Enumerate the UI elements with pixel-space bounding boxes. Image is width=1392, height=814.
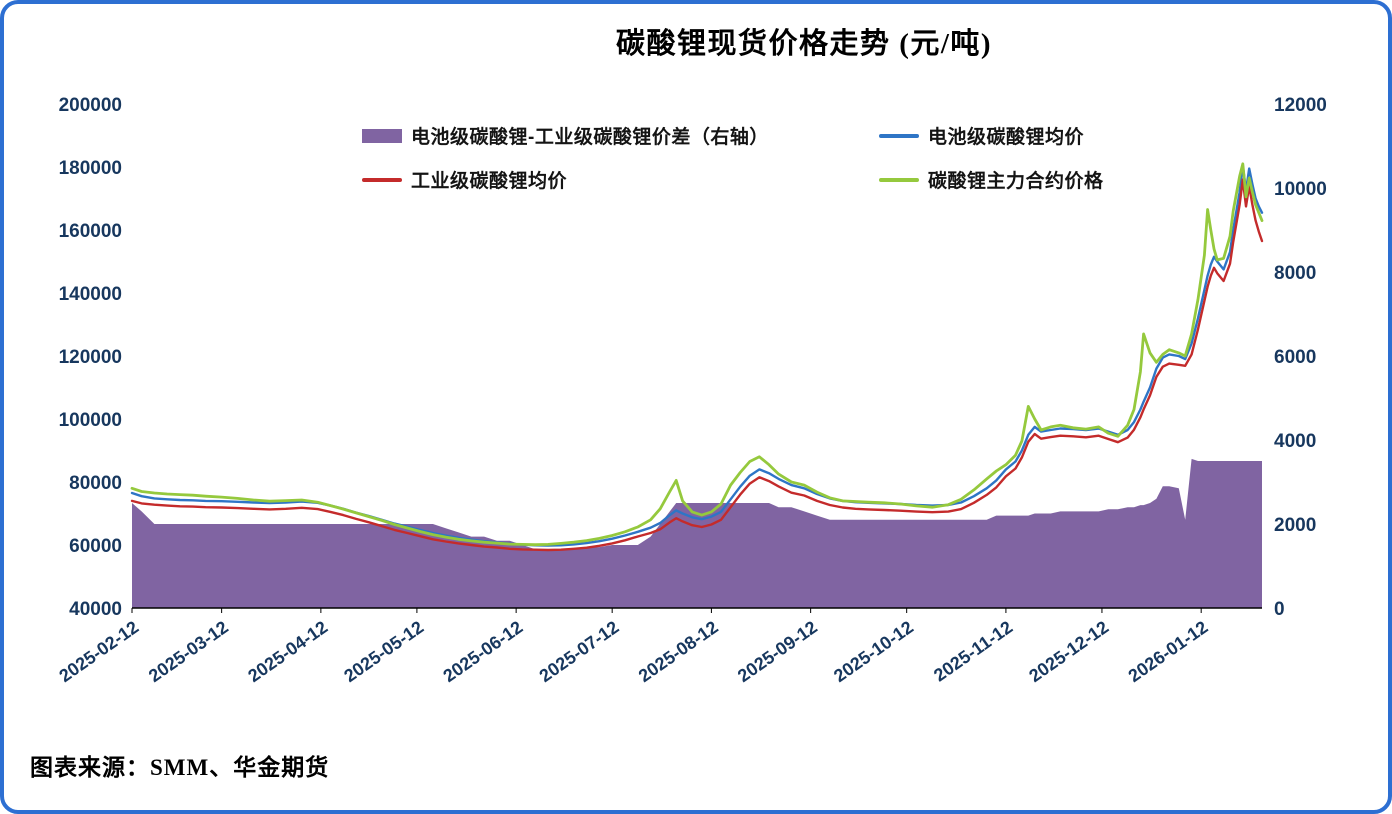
- x-axis-tick-label: 2025-02-12: [55, 617, 142, 686]
- x-axis-tick-label: 2026-01-12: [1125, 617, 1212, 686]
- series-line: [130, 178, 1264, 552]
- legend-item: 工业级碳酸锂均价: [362, 166, 879, 193]
- legend: 电池级碳酸锂-工业级碳酸锂价差（右轴） 电池级碳酸锂均价工业级碳酸锂均价 碳酸锂主力…: [362, 122, 1104, 193]
- legend-swatch-line: [362, 177, 402, 182]
- x-axis-tick-label: 2025-07-12: [536, 617, 623, 686]
- right-axis-tick-label: 12000: [1274, 95, 1327, 116]
- x-axis-tick-label: 2025-04-12: [244, 617, 331, 686]
- left-axis-tick-label: 200000: [59, 95, 122, 116]
- x-axis-tick-label: 2025-06-12: [439, 617, 526, 686]
- left-axis-tick-label: 100000: [59, 410, 122, 431]
- left-axis-tick-label: 120000: [59, 347, 122, 368]
- legend-swatch-line: [879, 133, 919, 138]
- left-axis-tick-label: 40000: [69, 599, 122, 620]
- right-axis-tick-label: 10000: [1274, 179, 1327, 200]
- x-axis-tick-label: 2025-08-12: [635, 617, 722, 686]
- source-note: 图表来源：SMM、华金期货: [30, 755, 330, 780]
- legend-label: 碳酸锂主力合约价格: [928, 171, 1104, 192]
- legend-item: 电池级碳酸锂均价: [879, 122, 1104, 149]
- series-line: [130, 164, 1264, 547]
- x-axis-tick-label: 2025-11-12: [930, 617, 1016, 686]
- chart-title: 碳酸锂现货价格走势 (元/吨): [615, 28, 993, 60]
- left-axis-tick-label: 140000: [59, 284, 122, 305]
- x-axis-tick-label: 2025-12-12: [1025, 617, 1112, 686]
- left-axis-tick-label: 80000: [69, 473, 122, 494]
- x-axis-tick-label: 2025-03-12: [145, 617, 232, 686]
- legend-swatch-line: [879, 177, 919, 182]
- x-axis-tick-label: 2025-10-12: [830, 617, 917, 686]
- x-axis-tick-label: 2025-05-12: [340, 617, 427, 686]
- left-axis-tick-label: 160000: [59, 221, 122, 242]
- left-axis-tick-label: 180000: [59, 158, 122, 179]
- legend-label: 工业级碳酸锂均价: [411, 171, 568, 192]
- spread-area: [132, 458, 1262, 608]
- right-axis-tick-label: 8000: [1274, 263, 1316, 284]
- legend-item: 电池级碳酸锂-工业级碳酸锂价差（右轴）: [362, 122, 879, 149]
- right-axis-tick-label: 4000: [1274, 431, 1316, 452]
- left-axis-tick-label: 60000: [69, 536, 122, 557]
- series-line: [130, 162, 1264, 547]
- right-axis-tick-label: 6000: [1274, 347, 1316, 368]
- right-axis-tick-label: 0: [1274, 599, 1285, 620]
- legend-item: 碳酸锂主力合约价格: [879, 166, 1104, 193]
- legend-swatch-area: [362, 128, 402, 143]
- legend-label: 电池级碳酸锂均价: [928, 127, 1085, 148]
- right-axis-tick-label: 2000: [1274, 515, 1316, 536]
- legend-label: 电池级碳酸锂-工业级碳酸锂价差（右轴）: [411, 127, 769, 148]
- x-axis-tick-label: 2025-09-12: [734, 617, 821, 686]
- price-chart: 2000001800001600001400001200001000008000…: [55, 95, 1327, 686]
